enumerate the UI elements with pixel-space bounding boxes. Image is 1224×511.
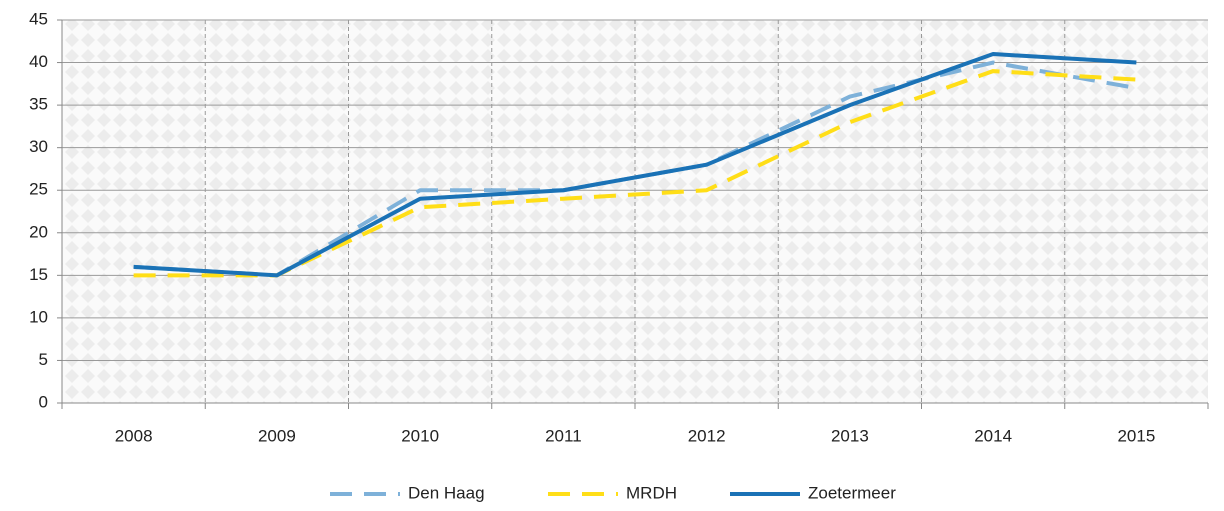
x-tick-label: 2009 bbox=[258, 426, 296, 445]
x-tick-label: 2013 bbox=[831, 426, 869, 445]
x-tick-label: 2014 bbox=[974, 426, 1012, 445]
x-tick-label: 2012 bbox=[688, 426, 726, 445]
y-tick-label: 15 bbox=[29, 265, 48, 284]
y-tick-label: 20 bbox=[29, 222, 48, 241]
x-tick-label: 2011 bbox=[545, 426, 582, 445]
legend-label: Den Haag bbox=[408, 483, 485, 502]
y-tick-label: 35 bbox=[29, 95, 48, 114]
y-tick-label: 40 bbox=[29, 52, 48, 71]
y-tick-label: 0 bbox=[39, 392, 48, 411]
legend-label: Zoetermeer bbox=[808, 483, 896, 502]
x-tick-label: 2015 bbox=[1117, 426, 1155, 445]
legend-label: MRDH bbox=[626, 483, 677, 502]
line-series bbox=[133, 69, 1137, 278]
y-tick-label: 25 bbox=[29, 180, 48, 199]
line-series bbox=[133, 52, 1137, 278]
y-tick-label: 5 bbox=[39, 350, 48, 369]
x-tick-label: 2010 bbox=[401, 426, 439, 445]
y-tick-label: 30 bbox=[29, 137, 48, 156]
y-tick-label: 10 bbox=[29, 307, 48, 326]
x-tick-label: 2008 bbox=[115, 426, 153, 445]
y-tick-label: 45 bbox=[29, 9, 48, 28]
